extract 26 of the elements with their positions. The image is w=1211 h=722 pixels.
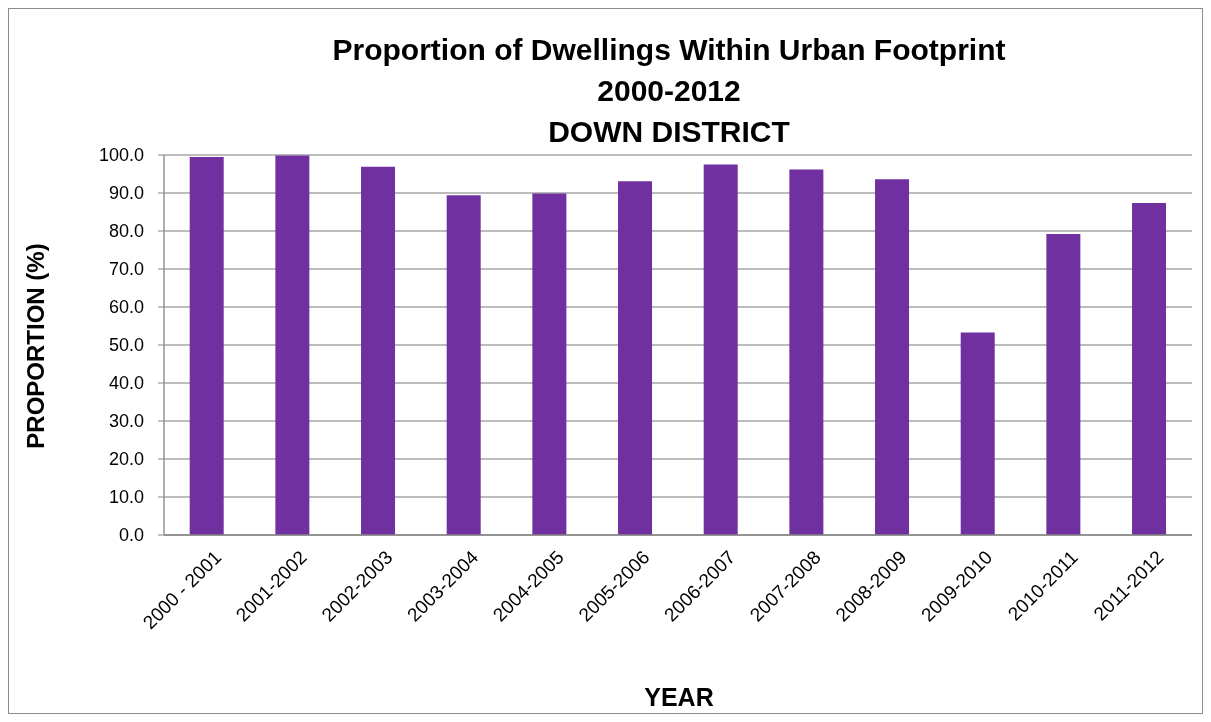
bar [875, 179, 910, 535]
bar [189, 156, 224, 535]
y-tick-label: 40.0 [108, 373, 144, 394]
bar [275, 155, 310, 535]
y-tick-label: 60.0 [108, 297, 144, 318]
y-tick-label: 100.0 [98, 145, 144, 166]
y-tick-label: 0.0 [118, 525, 144, 546]
y-tick-label: 10.0 [108, 487, 144, 508]
chart-title: Proportion of Dwellings Within Urban Footprint 2000-2012 DOWN DISTRICT [331, 32, 1007, 150]
x-axis-title: YEAR [643, 683, 715, 712]
y-tick-label: 50.0 [108, 335, 144, 356]
bar [446, 195, 481, 535]
bar [532, 193, 567, 535]
bar [789, 169, 824, 535]
bar [1046, 234, 1081, 535]
y-tick-label: 90.0 [108, 183, 144, 204]
bar [361, 166, 396, 535]
bar [960, 332, 995, 535]
bar [1132, 202, 1167, 535]
y-tick-label: 20.0 [108, 449, 144, 470]
y-axis-title: PROPORTION (%) [22, 243, 50, 449]
bar [703, 164, 738, 535]
y-tick-label: 80.0 [108, 221, 144, 242]
bar [618, 181, 653, 535]
y-tick-label: 70.0 [108, 259, 144, 280]
y-tick-label: 30.0 [108, 411, 144, 432]
